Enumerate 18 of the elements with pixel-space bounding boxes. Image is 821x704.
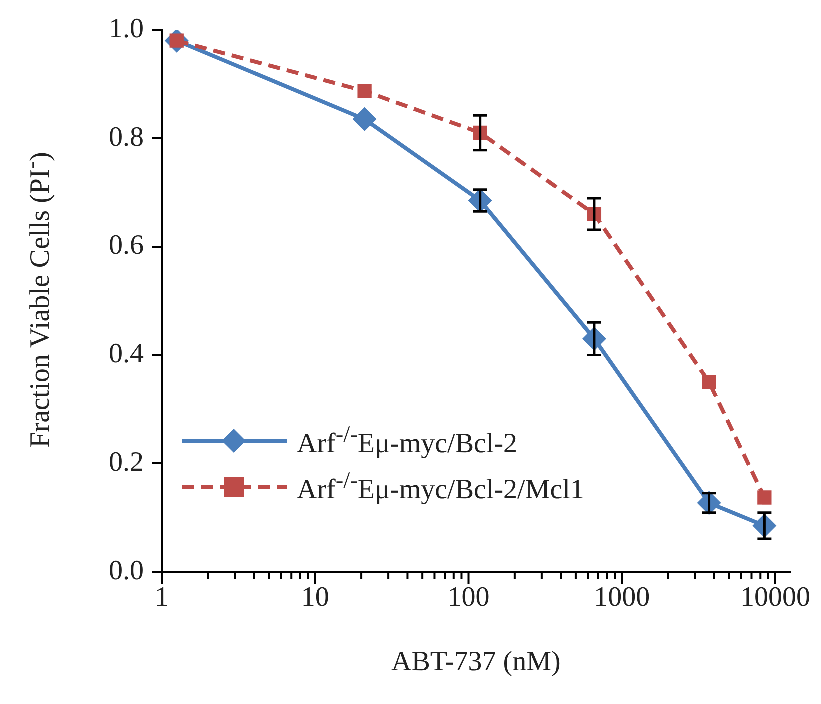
point bbox=[358, 84, 372, 98]
x-tick-label: 10 bbox=[301, 582, 330, 614]
x-tick-label: 100 bbox=[448, 582, 490, 614]
x-tick-label: 10000 bbox=[740, 582, 811, 614]
y-tick-label: 0.8 bbox=[109, 122, 144, 153]
y-tick-label: 0.0 bbox=[109, 555, 144, 586]
y-tick-label: 0.2 bbox=[109, 446, 144, 478]
point bbox=[697, 491, 722, 516]
point bbox=[352, 107, 377, 132]
y-tick-label: 0.4 bbox=[109, 338, 144, 370]
point bbox=[702, 375, 716, 390]
legend-label: Arf$^{-/-}$Eμ-myc/Bcl-2/Mcl1 bbox=[297, 468, 584, 506]
y-tick-label: 1.0 bbox=[109, 13, 144, 44]
x-tick-label: 1000 bbox=[594, 582, 650, 614]
y-tick-label: 0.6 bbox=[109, 230, 144, 262]
legend-label: Arf$^{-/-}$Eμ-myc/Bcl-2 bbox=[297, 422, 518, 460]
x-axis-title: ABT-737 (nM) bbox=[392, 646, 561, 678]
x-tick-label: 1 bbox=[155, 582, 169, 614]
